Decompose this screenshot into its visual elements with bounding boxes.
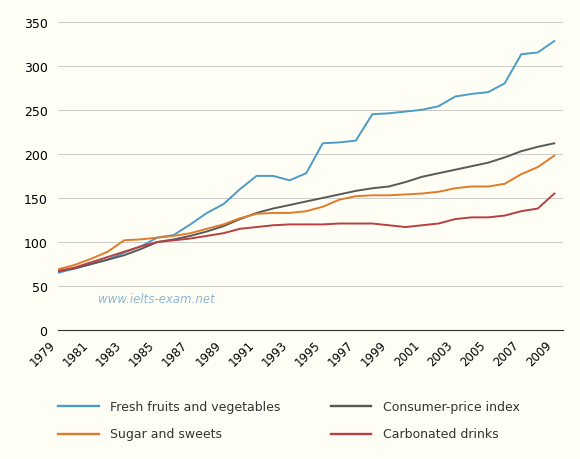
- Text: Sugar and sweets: Sugar and sweets: [110, 427, 222, 440]
- Text: Consumer-price index: Consumer-price index: [383, 400, 520, 413]
- Text: www.ielts-exam.net: www.ielts-exam.net: [99, 292, 215, 305]
- Text: Carbonated drinks: Carbonated drinks: [383, 427, 498, 440]
- Text: Fresh fruits and vegetables: Fresh fruits and vegetables: [110, 400, 281, 413]
